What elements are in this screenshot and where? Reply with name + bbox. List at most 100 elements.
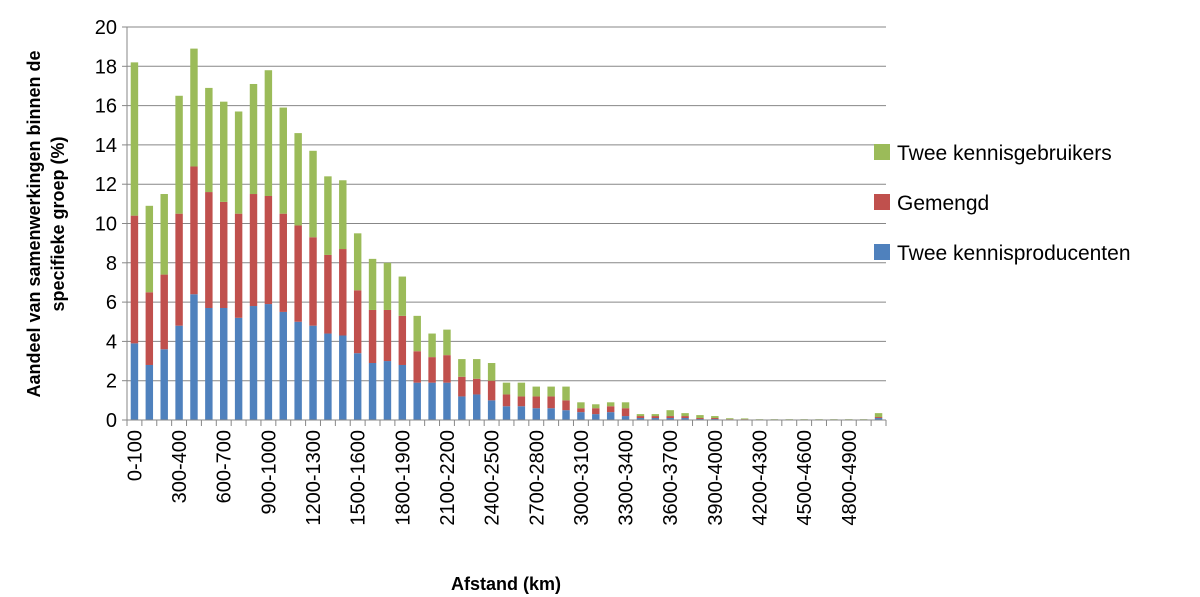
bar-segment xyxy=(487,400,496,420)
bar-segment xyxy=(532,386,540,397)
bar-segment xyxy=(651,414,660,417)
bar-segment xyxy=(398,276,407,316)
y-tick-labels: 0 2 4 6 8 10 12 14 16 18 20 xyxy=(95,17,117,432)
bar-segment xyxy=(517,382,526,397)
bar-segment xyxy=(621,402,630,409)
bar-segment xyxy=(651,416,660,419)
bar-segment xyxy=(443,329,451,356)
x-tick-label: 0-100 xyxy=(124,430,146,481)
bar-segment xyxy=(264,304,273,420)
bar-segment xyxy=(190,166,198,295)
bar-segment xyxy=(577,402,585,409)
x-axis-title: Afstand (km) xyxy=(451,574,561,594)
x-tick-label: 4800-4900 xyxy=(839,430,861,526)
bar-segment xyxy=(532,396,540,409)
x-tick-label: 3900-4000 xyxy=(705,430,727,526)
bar-segment xyxy=(339,249,347,336)
bar-segment xyxy=(368,309,377,364)
bar-segment xyxy=(562,410,570,420)
x-tick-label: 1200-1300 xyxy=(303,430,325,526)
x-tick-labels: 0-100 300-400 600-700 900-1000 1200-1300 1500… xyxy=(124,430,860,526)
legend-label: Gemengd xyxy=(897,192,989,215)
bar-segment xyxy=(205,87,213,193)
bar-segment xyxy=(517,406,526,420)
x-tick-label: 1800-1900 xyxy=(392,430,414,526)
bar-segment xyxy=(428,357,436,383)
y-tick-label: 16 xyxy=(95,96,117,118)
legend-swatch xyxy=(874,194,890,210)
bar-segment xyxy=(130,343,139,420)
bar-segment xyxy=(368,363,377,420)
bar-segment xyxy=(532,408,540,420)
x-tick-label: 4500-4600 xyxy=(794,430,816,526)
bar-segment xyxy=(651,418,660,420)
bar-segment xyxy=(220,201,228,308)
bar-segment xyxy=(205,192,213,308)
bar-segment xyxy=(547,386,555,397)
bar-segment xyxy=(577,412,585,420)
bar-segment xyxy=(145,364,154,420)
bar-segment xyxy=(160,274,168,350)
bar-segment xyxy=(696,415,704,419)
y-tick-label: 12 xyxy=(95,174,117,196)
legend: Twee kennisgebruikers Gemengd Twee kennisp… xyxy=(874,142,1131,265)
bar-segment xyxy=(606,406,615,413)
bar-segment xyxy=(458,359,466,377)
bar-segment xyxy=(220,307,228,420)
bar-segment xyxy=(339,180,347,250)
x-tick-label: 900-1000 xyxy=(258,430,280,515)
bar-segment xyxy=(368,258,377,310)
y-axis-title-line-2: specifieke groep (%) xyxy=(48,136,68,311)
x-tick-label: 300-400 xyxy=(169,430,191,503)
bar-segment xyxy=(636,418,645,420)
bar-segment xyxy=(294,321,302,420)
bar-segment xyxy=(428,333,436,358)
bar-segment xyxy=(249,83,258,195)
bar-segment xyxy=(636,414,645,417)
bar-segment xyxy=(175,325,183,420)
axes xyxy=(122,26,887,426)
x-tick-label: 3300-3400 xyxy=(616,430,638,526)
bar-segment xyxy=(473,378,481,395)
bar-segment xyxy=(413,315,421,352)
legend-label: Twee kennisgebruikers xyxy=(897,142,1112,165)
bar-segment xyxy=(130,215,139,344)
bar-segment xyxy=(681,413,689,417)
bar-segment xyxy=(145,205,154,293)
bar-segment xyxy=(309,150,317,238)
bar-segment xyxy=(324,333,332,420)
legend-swatch xyxy=(874,144,890,160)
y-tick-label: 4 xyxy=(106,331,117,353)
bar-segment xyxy=(190,294,198,420)
bar-segment xyxy=(249,194,258,307)
bar-segment xyxy=(443,355,451,383)
bar-segment xyxy=(711,416,719,419)
bar-segment xyxy=(562,386,570,401)
bar-segment xyxy=(160,349,168,420)
bar-segment xyxy=(696,418,704,420)
bar-segment xyxy=(681,418,689,420)
bar-segment xyxy=(413,351,421,383)
bar-segment xyxy=(547,396,555,409)
bar-segment xyxy=(264,195,273,305)
y-tick-label: 10 xyxy=(95,214,117,236)
bar-segment xyxy=(279,213,287,312)
x-tick-label: 4200-4300 xyxy=(750,430,772,526)
bar-segment xyxy=(487,363,496,381)
bar-segment xyxy=(130,62,139,216)
bar-segment xyxy=(502,382,511,395)
bar-segment xyxy=(636,416,645,419)
bar-segment xyxy=(487,380,496,401)
bar-segment xyxy=(279,107,287,214)
bar-segment xyxy=(383,262,392,310)
bar-segment xyxy=(621,416,630,420)
legend-swatch xyxy=(874,244,890,260)
bar-segment xyxy=(398,315,407,365)
bar-segment xyxy=(353,353,362,420)
bar-segment xyxy=(517,396,526,407)
bar-segment xyxy=(473,394,481,420)
y-tick-label: 0 xyxy=(106,410,117,432)
bar-segment xyxy=(160,194,168,275)
legend-label: Twee kennisproducenten xyxy=(897,242,1131,265)
